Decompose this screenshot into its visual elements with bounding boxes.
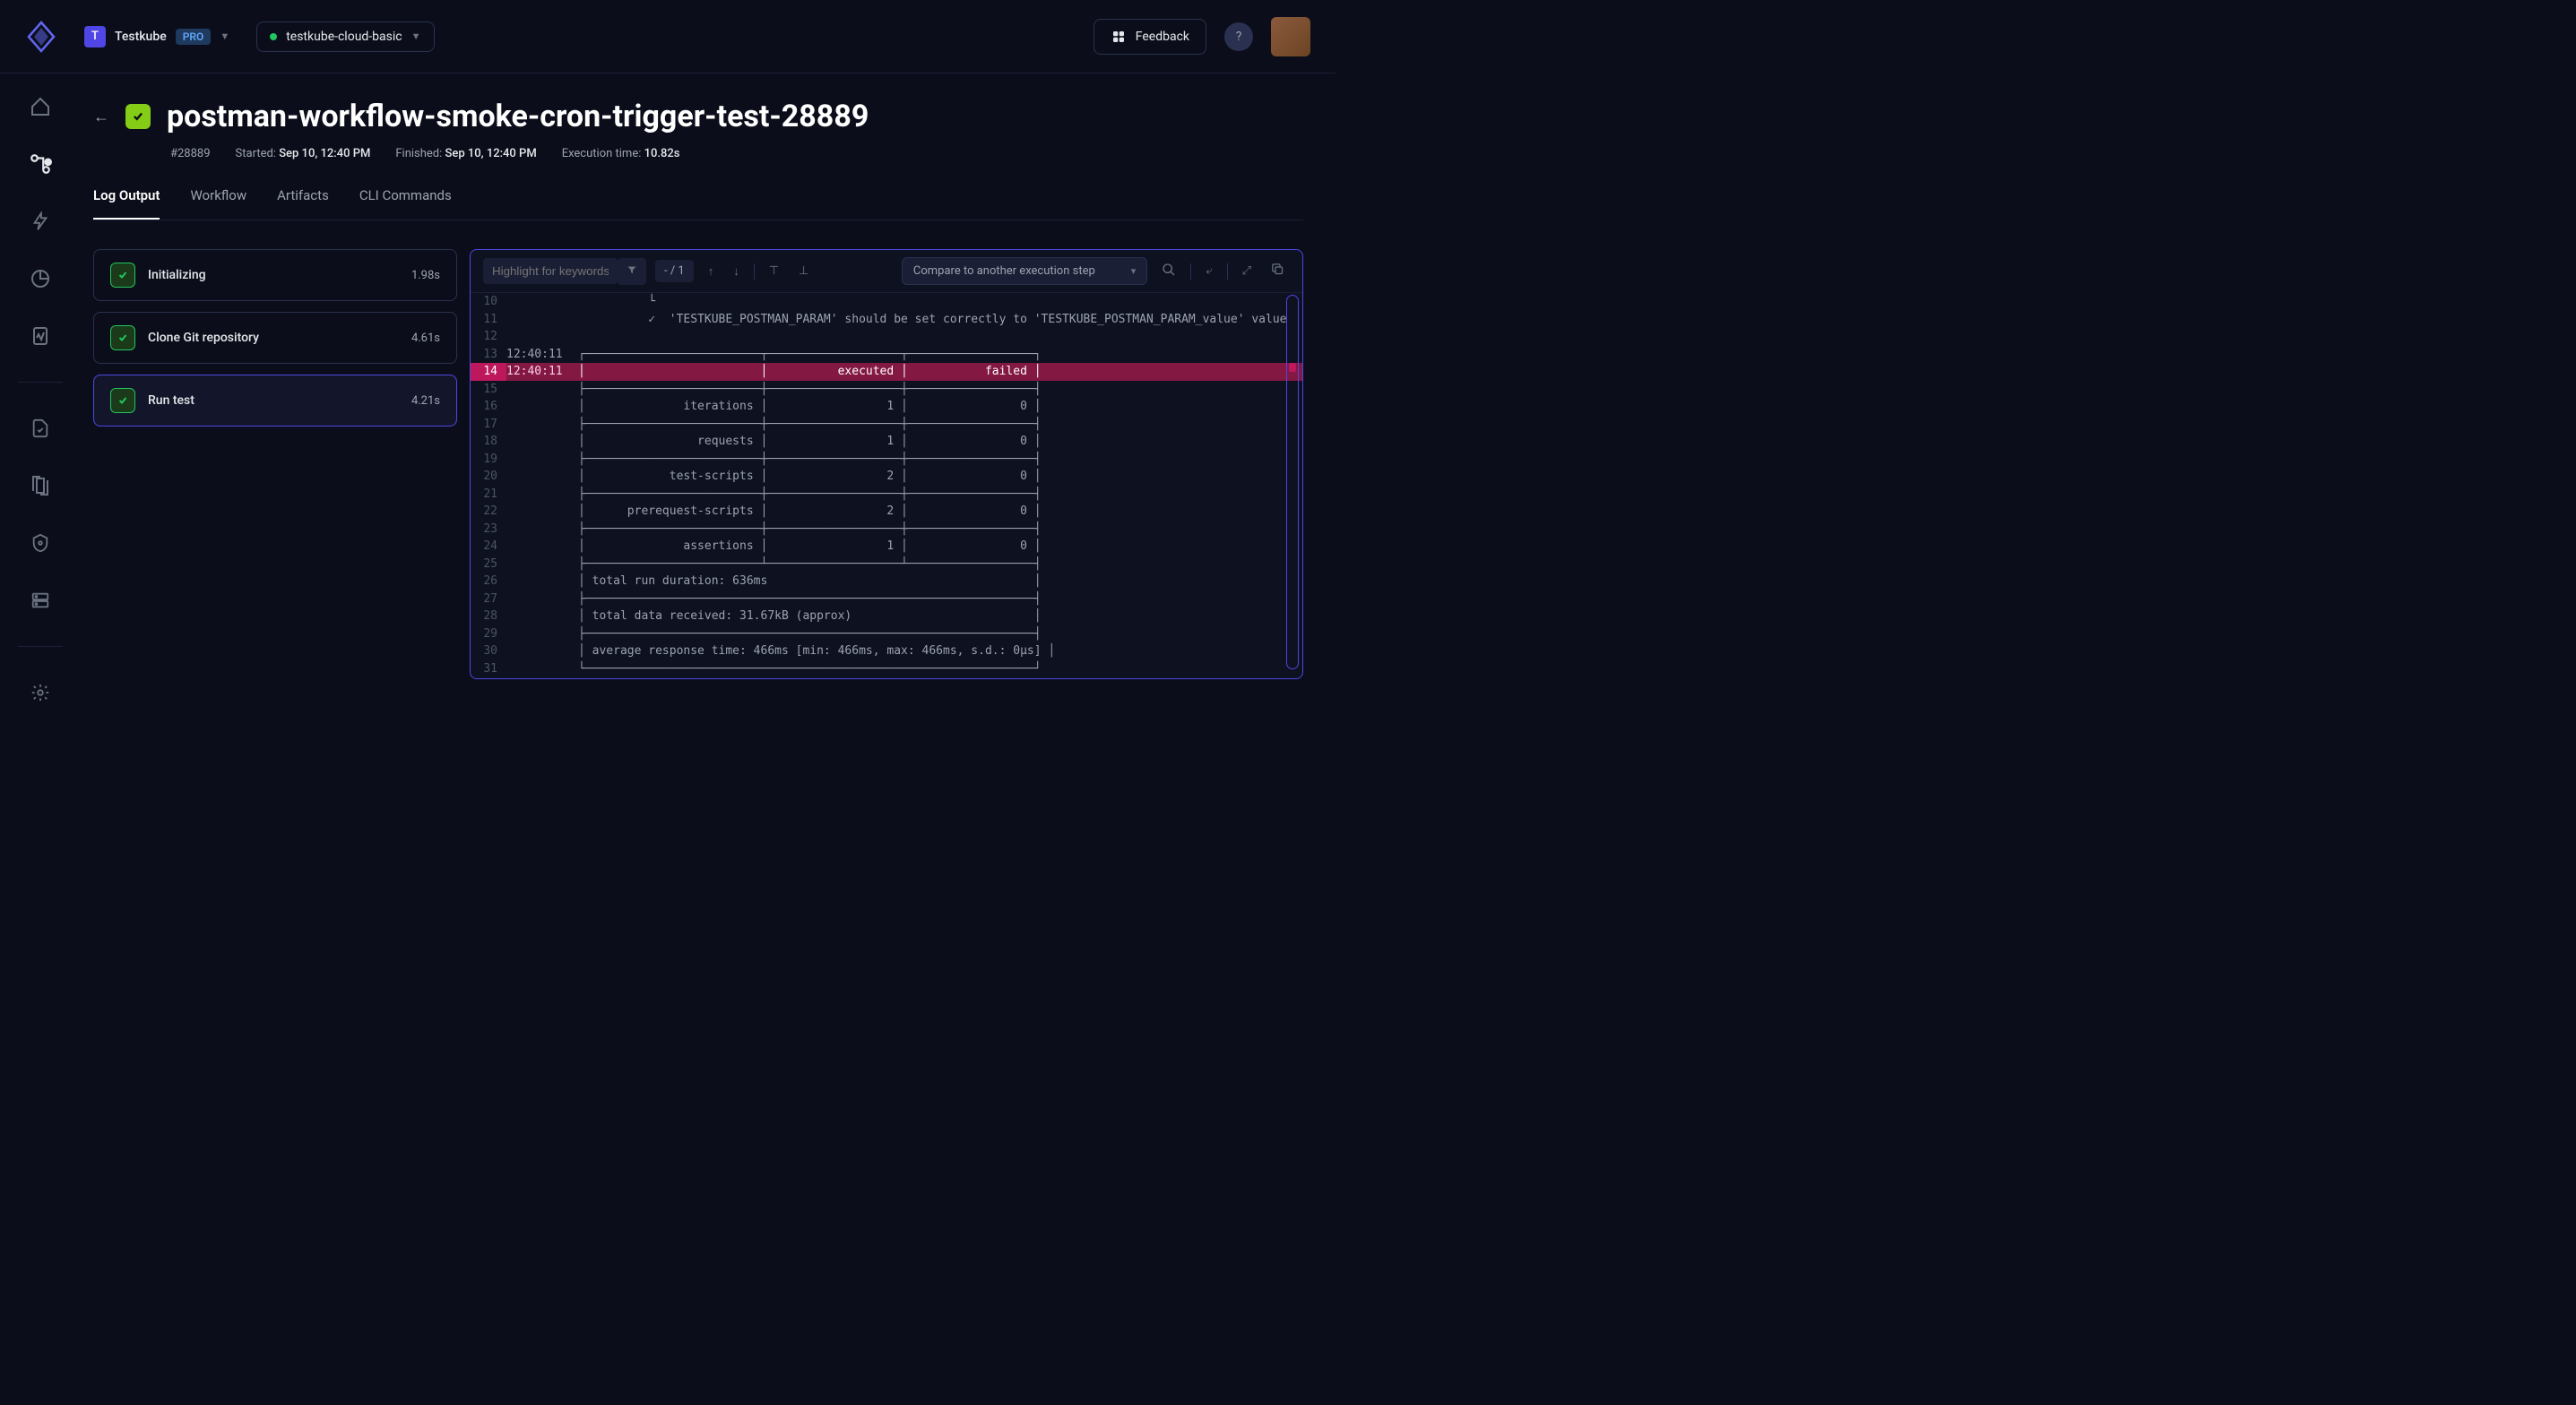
feedback-button[interactable]: Feedback [1094, 19, 1206, 55]
page-title: postman-workflow-smoke-cron-trigger-test… [167, 99, 869, 134]
step-card[interactable]: Initializing 1.98s [93, 249, 457, 301]
log-line: 25├─────────────────────────┴───────────… [471, 556, 1302, 573]
filter-button[interactable] [618, 258, 646, 285]
scroll-bottom-button[interactable]: ⊥ [793, 261, 814, 281]
log-line: 29├─────────────────────────────────────… [471, 625, 1302, 643]
help-button[interactable]: ? [1224, 22, 1253, 51]
user-avatar[interactable] [1271, 17, 1310, 56]
nav-workflows[interactable] [29, 152, 52, 176]
log-toolbar: - / 1 ↑ ↓ ⊤ ⊥ Compare to another executi… [471, 250, 1302, 293]
chevron-down-icon: ▾ [1131, 265, 1137, 277]
org-selector[interactable]: T Testkube PRO ▼ [75, 21, 238, 53]
log-line: 1312:40:11┌─────────────────────────┬───… [471, 346, 1302, 364]
exectime-label: Execution time: [562, 147, 642, 160]
step-status-icon [110, 263, 135, 288]
back-button[interactable]: ← [93, 108, 109, 126]
log-line: 23├─────────────────────────┼───────────… [471, 521, 1302, 539]
log-line: 22│ prerequest-scripts │ 2 │ 0 │ [471, 503, 1302, 521]
started-label: Started: [236, 147, 276, 160]
main-content: ← postman-workflow-smoke-cron-trigger-te… [81, 73, 1336, 728]
step-status-icon [110, 388, 135, 413]
step-name: Clone Git repository [148, 331, 399, 345]
started-value: Sep 10, 12:40 PM [279, 147, 370, 160]
chevron-down-icon: ▼ [220, 30, 229, 42]
compare-select[interactable]: Compare to another execution step ▾ [902, 257, 1147, 285]
copy-button[interactable] [1266, 259, 1290, 283]
execution-status-badge [125, 104, 151, 129]
compare-label: Compare to another execution step [913, 264, 1095, 278]
log-line: 10 └ [471, 293, 1302, 311]
log-line: 15├─────────────────────────┼───────────… [471, 381, 1302, 399]
log-line: 27├─────────────────────────────────────… [471, 590, 1302, 608]
tab-artifacts[interactable]: Artifacts [277, 187, 329, 220]
environment-selector[interactable]: testkube-cloud-basic ▼ [256, 22, 434, 52]
step-name: Run test [148, 393, 399, 408]
nav-reports[interactable] [29, 324, 52, 348]
nav-security[interactable] [29, 531, 52, 555]
nav-settings[interactable] [29, 681, 52, 704]
nav-suites[interactable] [29, 474, 52, 497]
pro-badge: PRO [176, 29, 212, 45]
nav-up-button[interactable]: ↑ [703, 261, 720, 282]
slack-icon [1111, 29, 1127, 45]
wrap-button[interactable]: ⤶ [1200, 261, 1217, 281]
execution-meta: #28889 Started: Sep 10, 12:40 PM Finishe… [170, 147, 1303, 160]
log-line: 28│ total data received: 31.67kB (approx… [471, 608, 1302, 625]
search-button[interactable] [1156, 259, 1181, 284]
log-line: 1412:40:11│ │ executed │ failed │ [471, 363, 1302, 381]
log-panel: - / 1 ↑ ↓ ⊤ ⊥ Compare to another executi… [470, 249, 1303, 679]
step-card[interactable]: Clone Git repository 4.61s [93, 312, 457, 364]
status-dot-icon [270, 33, 277, 40]
logo-icon[interactable] [25, 21, 57, 53]
nav-triggers[interactable] [29, 210, 52, 233]
log-line: 17├─────────────────────────┼───────────… [471, 416, 1302, 434]
fullscreen-button[interactable]: ⤢ [1237, 261, 1257, 281]
log-line: 21├─────────────────────────┼───────────… [471, 486, 1302, 504]
step-card[interactable]: Run test 4.21s [93, 375, 457, 427]
log-line: 16│ iterations │ 1 │ 0 │ [471, 398, 1302, 416]
step-name: Initializing [148, 268, 399, 282]
steps-list: Initializing 1.98s Clone Git repository … [93, 249, 457, 679]
org-badge: T [84, 26, 106, 47]
env-name: testkube-cloud-basic [286, 30, 402, 44]
log-body[interactable]: 10 └11 ✓ 'TESTKUBE_POSTMAN_PARAM' should… [471, 293, 1302, 678]
log-line: 31└─────────────────────────────────────… [471, 660, 1302, 678]
execution-id: #28889 [170, 147, 211, 160]
nav-infra[interactable] [29, 589, 52, 612]
tab-workflow[interactable]: Workflow [190, 187, 246, 220]
step-status-icon [110, 325, 135, 350]
tabs: Log Output Workflow Artifacts CLI Comman… [93, 187, 1303, 220]
nav-home[interactable] [29, 95, 52, 118]
nav-analytics[interactable] [29, 267, 52, 290]
sidenav [0, 73, 81, 728]
log-line: 20│ test-scripts │ 2 │ 0 │ [471, 468, 1302, 486]
org-name: Testkube [115, 30, 167, 44]
scroll-top-button[interactable]: ⊤ [764, 261, 784, 281]
nav-position: - / 1 [664, 264, 685, 278]
topbar: T Testkube PRO ▼ testkube-cloud-basic ▼ … [0, 0, 1336, 73]
tab-log-output[interactable]: Log Output [93, 187, 160, 220]
finished-value: Sep 10, 12:40 PM [445, 147, 537, 160]
step-duration: 4.61s [411, 332, 440, 345]
tab-cli-commands[interactable]: CLI Commands [359, 187, 452, 220]
chevron-down-icon: ▼ [411, 30, 421, 42]
scroll-mark [1289, 363, 1296, 372]
log-line: 26│ total run duration: 636ms │ [471, 573, 1302, 590]
log-line: 19├─────────────────────────┼───────────… [471, 451, 1302, 469]
log-line: 18│ requests │ 1 │ 0 │ [471, 433, 1302, 451]
nav-tests[interactable] [29, 417, 52, 440]
log-line: 12 [471, 328, 1302, 346]
step-duration: 4.21s [411, 394, 440, 408]
finished-label: Finished: [395, 147, 442, 160]
scroll-indicator[interactable] [1286, 295, 1299, 669]
exectime-value: 10.82s [644, 147, 680, 160]
highlight-input[interactable] [483, 258, 618, 284]
feedback-label: Feedback [1136, 30, 1189, 44]
nav-down-button[interactable]: ↓ [728, 261, 745, 282]
log-line: 11 ✓ 'TESTKUBE_POSTMAN_PARAM' should be … [471, 311, 1302, 329]
log-line: 30│ average response time: 466ms [min: 4… [471, 642, 1302, 660]
step-duration: 1.98s [411, 269, 440, 282]
log-line: 24│ assertions │ 1 │ 0 │ [471, 538, 1302, 556]
